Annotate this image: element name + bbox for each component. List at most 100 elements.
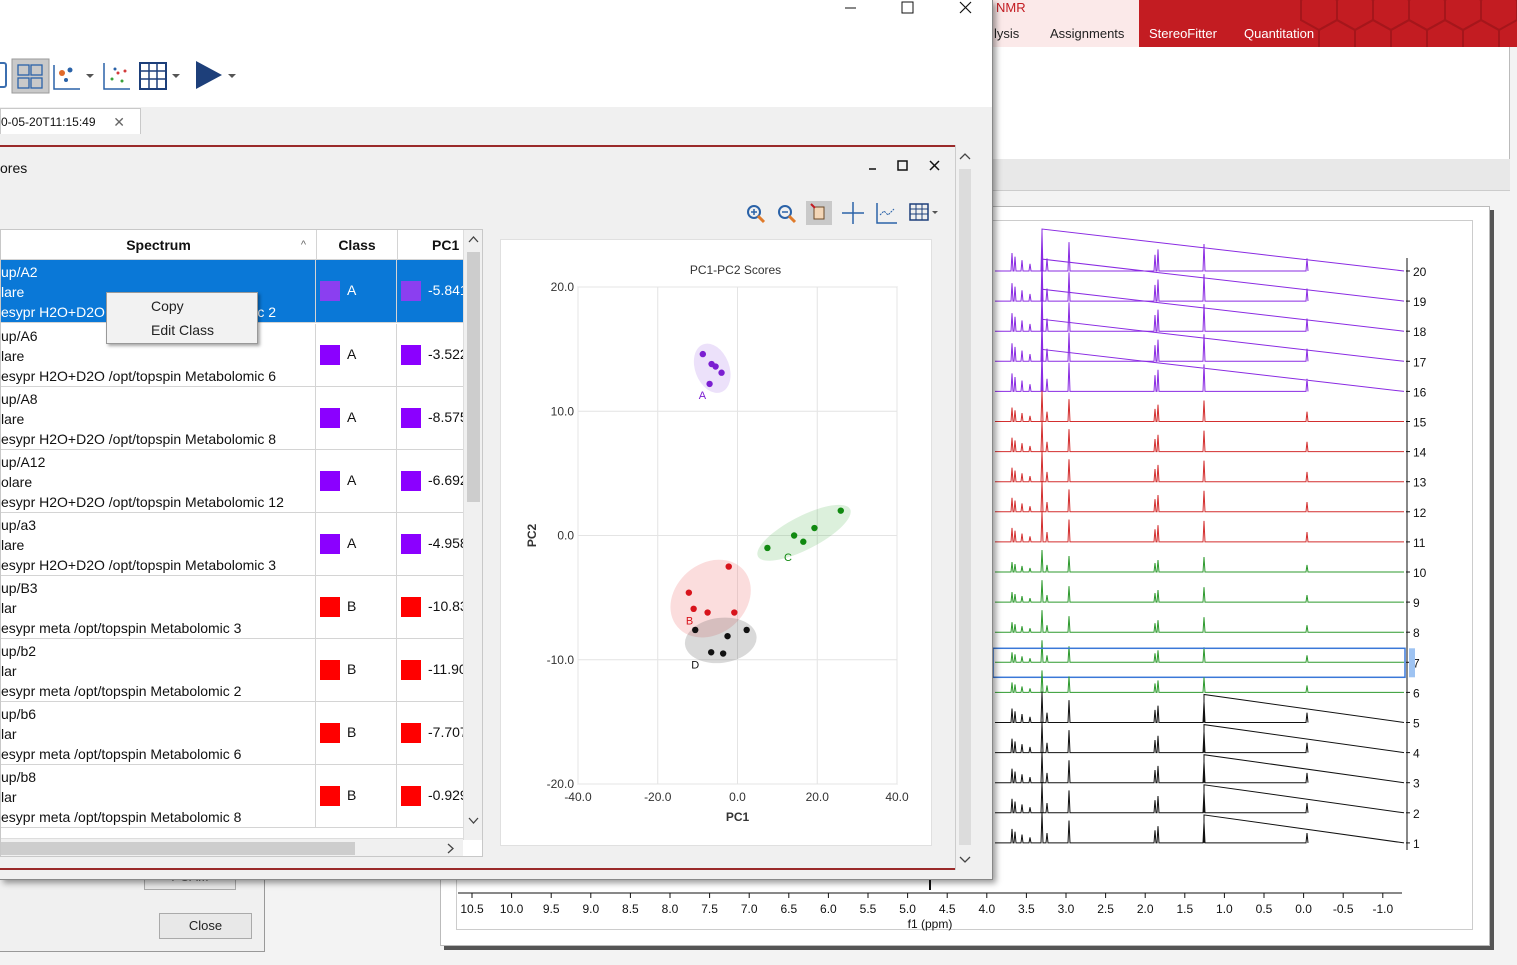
spectrum-trace[interactable] [995, 511, 1404, 543]
score-point-c[interactable] [790, 532, 798, 539]
close-window-button[interactable] [942, 0, 988, 24]
class-cell[interactable]: A [317, 513, 397, 576]
spectrum-trace[interactable] [995, 420, 1404, 453]
spectrum-trace[interactable] [995, 580, 1404, 603]
table-row[interactable]: up/A12 olare esypr H2O+D2O /opt/topspin Me… [1, 450, 463, 513]
score-point-b[interactable] [685, 589, 693, 596]
score-point-d[interactable] [724, 632, 731, 640]
plot-table-dropdown-icon[interactable] [909, 203, 938, 221]
column-header-class[interactable]: Class [317, 230, 398, 260]
close-button[interactable]: Close [159, 913, 252, 939]
score-point-a[interactable] [712, 363, 719, 370]
scores-maximize-button[interactable] [896, 159, 910, 176]
ribbon-tab-quantitation[interactable]: Quantitation [1244, 26, 1315, 41]
score-point-b[interactable] [690, 605, 697, 613]
score-point-c[interactable] [800, 538, 807, 545]
table-row[interactable]: up/A6 lare esypr H2O+D2O /opt/topspin Meta… [1, 324, 463, 387]
table-row[interactable]: up/b6 lar esypr meta /opt/topspin Metabolo… [1, 702, 463, 765]
context-menu-edit-class[interactable]: Edit Class [151, 322, 215, 338]
spectrum-trace[interactable] [995, 318, 1405, 362]
spectrum-name: lar [1, 789, 17, 805]
spectrum-trace[interactable] [995, 640, 1404, 663]
table-row[interactable]: up/A8 lare esypr H2O+D2O /opt/topspin Meta… [1, 387, 463, 450]
spectrum-trace[interactable] [995, 480, 1404, 513]
score-point-b[interactable] [704, 609, 711, 616]
zoom-out-icon[interactable] [778, 205, 797, 224]
trace-label: 19 [1413, 295, 1427, 309]
column-header-pc1[interactable]: PC1 [432, 237, 460, 253]
sort-ascending-icon: ^ [300, 239, 306, 251]
class-label: B [347, 598, 357, 614]
spectrum-trace[interactable] [995, 450, 1404, 483]
score-point-d[interactable] [692, 626, 699, 634]
class-cell[interactable]: A [317, 260, 397, 323]
spectrum-name: lare [1, 537, 25, 553]
trace-label: 3 [1413, 777, 1420, 791]
score-point-c[interactable] [837, 507, 844, 514]
spectrum-trace[interactable] [995, 228, 1405, 272]
score-point-b[interactable] [725, 563, 732, 570]
context-menu-copy[interactable]: Copy [151, 298, 184, 314]
table-row[interactable]: up/B3 lar esypr meta /opt/topspin Metabolo… [1, 576, 463, 639]
class-cell[interactable]: B [317, 765, 397, 828]
table-row[interactable]: up/b8 lar esypr meta /opt/topspin Metabolo… [1, 765, 463, 828]
score-point-d[interactable] [743, 626, 750, 634]
column-header-spectrum[interactable]: Spectrum ^ [1, 230, 317, 260]
scores-plot[interactable]: -40.0 -20.0 0.0 20.0 40.0 20.0 10.0 0.0 -10.0 -20… [500, 239, 932, 846]
spectrum-trace[interactable] [995, 812, 1405, 844]
scores-scatter-chart[interactable]: -40.0 -20.0 0.0 20.0 40.020.010.00.0-10.0-20… [501, 240, 933, 847]
score-point-a[interactable] [699, 350, 707, 358]
table-horizontal-scrollbar[interactable] [1, 838, 463, 856]
class-cell[interactable]: A [317, 387, 397, 450]
minimize-button[interactable] [828, 0, 874, 24]
score-point-d[interactable] [719, 650, 727, 657]
ribbon-tab-stereofitter[interactable]: StereoFitter [1149, 26, 1217, 41]
table-vertical-scrollbar[interactable] [463, 230, 482, 840]
ppm-tick-label: 8.0 [662, 902, 679, 916]
table-row[interactable]: up/b2 lar esypr meta /opt/topspin Metabolo… [1, 639, 463, 702]
class-cell[interactable]: B [317, 639, 397, 702]
plot-settings-icon[interactable] [876, 203, 897, 224]
spectrum-trace[interactable] [995, 549, 1404, 573]
spectrum-trace[interactable] [995, 348, 1405, 392]
score-point-d[interactable] [707, 649, 715, 656]
ribbon-tab-assignments[interactable]: Assignments [1050, 26, 1125, 41]
toolbar [0, 27, 992, 107]
score-point-b[interactable] [731, 609, 738, 616]
scatter-dropdown-icon[interactable] [53, 65, 94, 90]
crosshair-icon[interactable] [842, 202, 864, 224]
score-point-c[interactable] [764, 544, 771, 552]
score-point-a[interactable] [718, 369, 725, 376]
spectrum-trace[interactable] [995, 610, 1404, 633]
table-row[interactable]: up/a3 lare esypr H2O+D2O /opt/topspin Meta… [1, 513, 463, 576]
spectrum-trace[interactable] [995, 288, 1405, 332]
spectrum-trace[interactable] [995, 781, 1405, 814]
scores-minimize-button[interactable] [866, 159, 880, 176]
spectrum-trace[interactable] [995, 691, 1405, 723]
table-dropdown-icon[interactable] [139, 62, 180, 90]
class-cell[interactable]: A [317, 450, 397, 513]
class-cell[interactable]: A [317, 324, 397, 387]
ribbon-tab-analysis[interactable]: lysis [994, 26, 1020, 41]
spectrum-trace[interactable] [995, 721, 1405, 754]
spectrum-trace[interactable] [995, 390, 1404, 422]
maximize-button[interactable] [884, 0, 930, 24]
spectrum-trace[interactable] [995, 258, 1405, 302]
document-tab[interactable]: 0-05-20T11:15:49 ✕ [0, 108, 141, 134]
scores-close-button[interactable] [928, 159, 942, 176]
pc1-color-swatch [401, 723, 421, 743]
loadings-plot-icon[interactable] [103, 63, 130, 90]
spectrum-trace[interactable] [995, 670, 1404, 693]
window-vertical-scrollbar[interactable] [955, 145, 973, 870]
spectrum-cell: up/A12 olare esypr H2O+D2O /opt/topspin Me… [1, 450, 316, 513]
class-cell[interactable]: B [317, 702, 397, 765]
class-cell[interactable]: B [317, 576, 397, 639]
close-tab-icon[interactable]: ✕ [113, 114, 125, 130]
score-point-a[interactable] [706, 380, 713, 388]
partial-icon[interactable] [0, 62, 7, 88]
spectrum-trace[interactable] [995, 751, 1405, 784]
zoom-in-icon[interactable] [747, 205, 766, 224]
run-dropdown-icon[interactable] [196, 61, 236, 89]
score-point-c[interactable] [811, 524, 818, 532]
